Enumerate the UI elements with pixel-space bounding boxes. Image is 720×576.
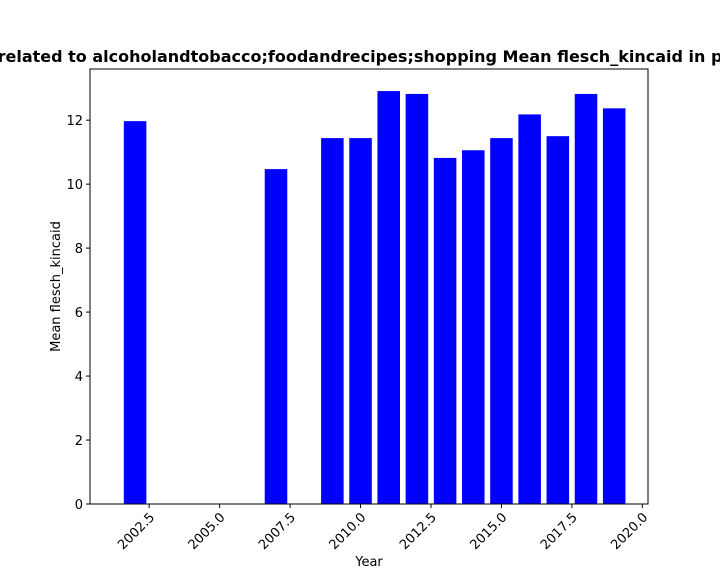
y-tick-label: 4 xyxy=(75,370,83,385)
x-tick-label: 2002.5 xyxy=(115,510,158,553)
x-axis-label: Year xyxy=(354,555,383,570)
y-tick-label: 12 xyxy=(66,114,83,129)
y-tick-label: 2 xyxy=(75,434,83,449)
bar-2013 xyxy=(433,157,457,504)
y-tick-label: 6 xyxy=(75,306,83,321)
bars-group xyxy=(123,91,626,505)
bar-2014 xyxy=(462,150,485,504)
y-axis-ticks: 0 2 4 6 8 10 12 xyxy=(66,114,90,513)
x-tick-label: 2005.0 xyxy=(186,510,229,553)
plot-frame xyxy=(89,68,649,505)
bar-2015 xyxy=(490,138,513,504)
bar-2010 xyxy=(349,138,372,504)
y-tick-label: 10 xyxy=(66,178,83,193)
x-tick-label: 2020.0 xyxy=(608,510,651,553)
bar-2016 xyxy=(518,114,541,504)
bar-2019 xyxy=(602,108,626,504)
bar-2002 xyxy=(123,121,147,504)
x-tick-label: 2012.5 xyxy=(397,510,440,553)
y-axis-label: Mean flesch_kincaid xyxy=(49,221,64,352)
chart-title: related to alcoholandtobacco;foodandreci… xyxy=(0,47,720,66)
bar-2007 xyxy=(264,169,288,505)
x-tick-label: 2010.0 xyxy=(327,510,370,553)
bar-2018 xyxy=(574,93,598,504)
bar-2017 xyxy=(546,136,570,504)
bar-2009 xyxy=(321,138,344,504)
bar-2012 xyxy=(405,93,429,504)
x-axis-ticks: 2002.5 2005.0 2007.5 2010.0 2012.5 2015.0 2017… xyxy=(115,504,651,553)
bar-2011 xyxy=(377,91,400,504)
x-tick-label: 2015.0 xyxy=(468,510,511,553)
x-tick-label: 2007.5 xyxy=(256,510,299,553)
y-tick-label: 8 xyxy=(75,242,83,257)
x-tick-label: 2017.5 xyxy=(538,510,581,553)
y-tick-label: 0 xyxy=(75,498,83,513)
